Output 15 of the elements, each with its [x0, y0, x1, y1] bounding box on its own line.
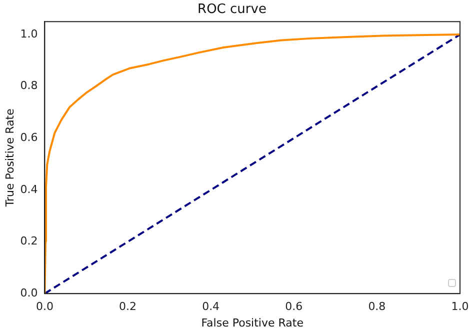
y-tick-label: 0.2 — [20, 234, 38, 248]
y-tick-label: 0.4 — [20, 182, 38, 196]
x-axis-title: False Positive Rate — [201, 316, 304, 330]
y-tick-label: 0.0 — [20, 286, 38, 300]
x-tick-label: 0.0 — [36, 300, 54, 314]
y-tick-label: 1.0 — [20, 27, 38, 40]
y-axis-title: True Positive Rate — [3, 108, 16, 208]
x-tick-label: 0.2 — [119, 300, 137, 314]
chart-title: ROC curve — [198, 2, 266, 18]
x-tick-label: 0.8 — [368, 300, 386, 314]
x-tick-label: 0.4 — [202, 300, 220, 314]
y-tick-label: 0.8 — [20, 79, 38, 92]
x-tick-label: 0.6 — [285, 300, 303, 314]
x-tick-label: 1.0 — [451, 300, 469, 314]
y-tick-label: 0.6 — [20, 131, 38, 144]
